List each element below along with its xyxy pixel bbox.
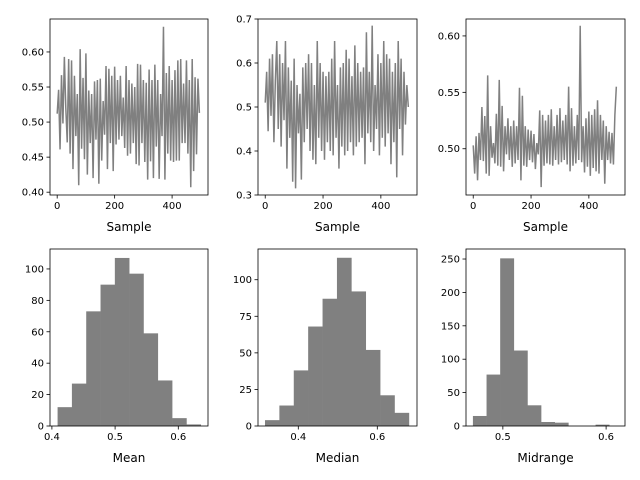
x-tick-label: 0.5 bbox=[107, 432, 123, 443]
y-tick-label: 0.60 bbox=[438, 31, 460, 42]
histogram-bar bbox=[472, 415, 487, 426]
y-tick-label: 0 bbox=[38, 422, 44, 433]
y-tick-label: 100 bbox=[25, 264, 44, 275]
y-tick-label: 0.5 bbox=[236, 103, 252, 114]
subplot-5: 0.4 0.6 0 25 50 75 100 Median bbox=[233, 248, 418, 465]
y-tick-label: 0.55 bbox=[438, 88, 460, 99]
x-axis-label: Sample bbox=[315, 220, 360, 234]
y-tick-label: 50 bbox=[239, 348, 252, 359]
y-tick-label: 0.4 bbox=[236, 147, 252, 158]
x-tick-label: 0.6 bbox=[598, 432, 614, 443]
x-tick-label: 400 bbox=[579, 201, 598, 212]
x-tick-label: 400 bbox=[163, 201, 182, 212]
y-tick-label: 60 bbox=[31, 327, 44, 338]
x-tick-label: 0.5 bbox=[495, 432, 511, 443]
histogram-bar bbox=[157, 380, 173, 426]
histogram-bar bbox=[264, 420, 280, 426]
histogram-bar bbox=[172, 418, 187, 426]
histogram-bar bbox=[541, 421, 555, 426]
subplot-2: 0 200 400 0.3 0.4 0.5 0.6 0.7 Sample bbox=[236, 15, 418, 234]
histogram-bar bbox=[513, 350, 528, 426]
histogram-bar bbox=[595, 424, 610, 426]
histogram-bar bbox=[500, 258, 515, 426]
x-axis-label: Median bbox=[316, 451, 360, 465]
x-tick-label: 0.4 bbox=[290, 432, 306, 443]
y-tick-label: 0 bbox=[454, 422, 460, 433]
series-line bbox=[264, 25, 410, 189]
x-tick-label: 0 bbox=[262, 201, 268, 212]
series-line bbox=[56, 26, 201, 188]
x-tick-label: 0.6 bbox=[369, 432, 385, 443]
y-tick-label: 0.45 bbox=[22, 153, 44, 164]
y-tick-label: 150 bbox=[441, 321, 460, 332]
x-tick-label: 400 bbox=[371, 201, 390, 212]
histogram-bar bbox=[527, 405, 542, 426]
x-axis-label: Sample bbox=[523, 220, 568, 234]
y-tick-label: 50 bbox=[447, 388, 460, 399]
x-axis-label: Sample bbox=[107, 220, 152, 234]
histogram-bar bbox=[129, 273, 144, 426]
x-tick-label: 200 bbox=[313, 201, 332, 212]
x-tick-label: 200 bbox=[521, 201, 540, 212]
histogram-bar bbox=[293, 370, 309, 426]
histogram-bar bbox=[114, 257, 130, 426]
x-tick-label: 0 bbox=[470, 201, 476, 212]
y-tick-label: 0.50 bbox=[438, 144, 460, 155]
subplot-4: 0.4 0.5 0.6 0 20 40 60 80 100 Mean bbox=[25, 248, 209, 465]
axes-frame bbox=[49, 18, 209, 196]
histogram-bar bbox=[100, 284, 116, 426]
histogram-bar bbox=[394, 412, 410, 426]
x-tick-label: 0.4 bbox=[44, 432, 60, 443]
histogram-bar bbox=[279, 405, 295, 426]
y-tick-label: 100 bbox=[233, 275, 252, 286]
histogram-bar bbox=[71, 383, 87, 426]
y-tick-label: 25 bbox=[239, 385, 252, 396]
histogram-bar bbox=[186, 424, 202, 426]
y-tick-label: 75 bbox=[239, 312, 252, 323]
y-tick-label: 0.60 bbox=[22, 47, 44, 58]
y-tick-label: 250 bbox=[441, 255, 460, 266]
x-tick-label: 200 bbox=[105, 201, 124, 212]
series-line bbox=[472, 25, 618, 188]
y-tick-label: 0.55 bbox=[22, 83, 44, 94]
histogram-bar bbox=[322, 298, 338, 426]
axes-frame bbox=[257, 248, 418, 427]
y-tick-label: 80 bbox=[31, 296, 44, 307]
histogram-bar bbox=[143, 333, 159, 426]
y-tick-label: 0.50 bbox=[22, 118, 44, 129]
y-tick-label: 0.6 bbox=[236, 59, 252, 70]
x-tick-label: 0.6 bbox=[170, 432, 186, 443]
histogram-bar bbox=[365, 349, 381, 426]
histogram-bar bbox=[486, 374, 501, 426]
y-tick-label: 0.40 bbox=[22, 188, 44, 199]
y-tick-label: 20 bbox=[31, 390, 44, 401]
axes-frame bbox=[49, 248, 209, 427]
x-axis-label: Midrange bbox=[517, 451, 573, 465]
subplot-1: 0 200 400 0.40 0.45 0.50 0.55 0.60 Sample bbox=[22, 18, 209, 234]
y-tick-label: 0.7 bbox=[236, 15, 252, 26]
axes-frame bbox=[465, 248, 626, 427]
histogram-bar bbox=[336, 257, 352, 426]
y-tick-label: 200 bbox=[441, 288, 460, 299]
histogram-bar bbox=[554, 422, 569, 426]
histogram-bar bbox=[351, 291, 367, 426]
subplot-3: 0 200 400 0.50 0.55 0.60 Sample bbox=[438, 18, 626, 234]
x-tick-label: 0 bbox=[54, 201, 60, 212]
y-tick-label: 40 bbox=[31, 359, 44, 370]
y-tick-label: 0 bbox=[246, 422, 252, 433]
axes-frame bbox=[465, 18, 626, 196]
histogram-bar bbox=[86, 311, 101, 426]
x-axis-label: Mean bbox=[113, 451, 146, 465]
histogram-bar bbox=[380, 395, 395, 426]
subplot-6: 0.5 0.6 0 50 100 150 200 250 Midrange bbox=[441, 248, 626, 465]
y-tick-label: 100 bbox=[441, 355, 460, 366]
histogram-bar bbox=[308, 326, 323, 426]
histogram-bar bbox=[57, 407, 73, 426]
y-tick-label: 0.3 bbox=[236, 191, 252, 202]
